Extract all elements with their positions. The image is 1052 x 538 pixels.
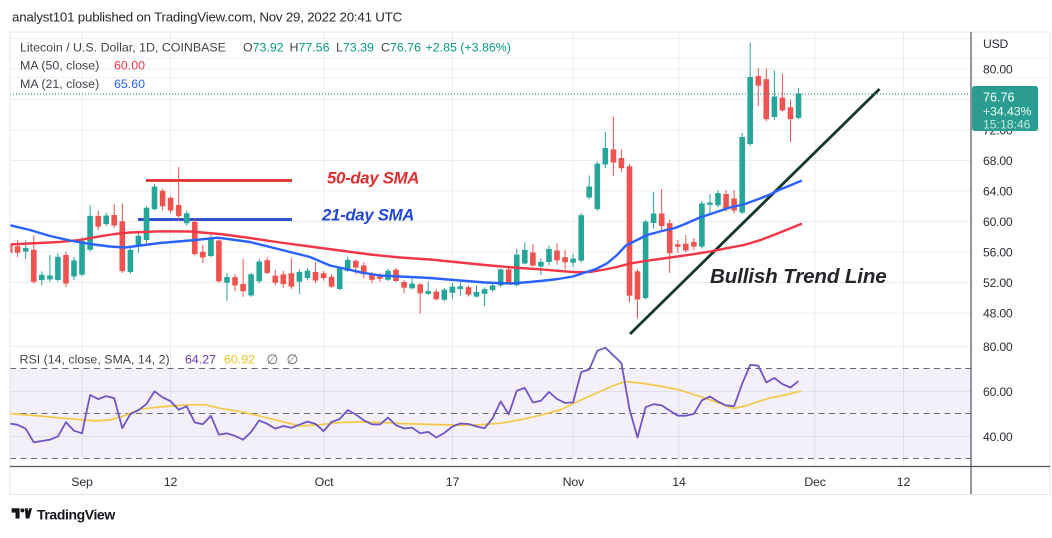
svg-text:21-day SMA: 21-day SMA bbox=[321, 206, 414, 225]
svg-text:+2.85 (+3.86%): +2.85 (+3.86%) bbox=[426, 41, 511, 55]
svg-text:12: 12 bbox=[897, 475, 911, 489]
svg-text:50-day SMA: 50-day SMA bbox=[327, 169, 419, 188]
svg-text:80.00: 80.00 bbox=[983, 340, 1013, 354]
svg-text:60.00: 60.00 bbox=[114, 59, 145, 73]
svg-text:MA (21, close): MA (21, close) bbox=[20, 77, 99, 91]
svg-text:MA (50, close): MA (50, close) bbox=[20, 59, 99, 73]
svg-text:40.00: 40.00 bbox=[983, 430, 1013, 444]
svg-text:+34.43%: +34.43% bbox=[983, 105, 1032, 119]
svg-text:∅: ∅ bbox=[267, 352, 279, 367]
svg-text:64.27: 64.27 bbox=[185, 353, 216, 367]
svg-text:TradingView: TradingView bbox=[37, 506, 115, 522]
svg-text:Sep: Sep bbox=[71, 475, 93, 489]
svg-text:17: 17 bbox=[446, 475, 460, 489]
svg-text:H77.56: H77.56 bbox=[290, 41, 330, 55]
svg-text:Dec: Dec bbox=[804, 475, 825, 489]
svg-text:RSI (14, close, SMA, 14, 2): RSI (14, close, SMA, 14, 2) bbox=[20, 353, 170, 367]
svg-text:Bullish Trend Line: Bullish Trend Line bbox=[710, 265, 887, 288]
svg-text:C76.76: C76.76 bbox=[381, 41, 421, 55]
svg-text:14: 14 bbox=[672, 475, 686, 489]
svg-text:60.92: 60.92 bbox=[224, 353, 255, 367]
svg-text:80.00: 80.00 bbox=[983, 62, 1013, 76]
svg-text:65.60: 65.60 bbox=[114, 77, 145, 91]
svg-text:76.76: 76.76 bbox=[983, 91, 1015, 105]
svg-text:64.00: 64.00 bbox=[983, 184, 1013, 198]
svg-text:Litecoin / U.S. Dollar, 1D, CO: Litecoin / U.S. Dollar, 1D, COINBASE bbox=[20, 41, 226, 55]
svg-text:∅: ∅ bbox=[287, 352, 299, 367]
svg-text:Oct: Oct bbox=[315, 475, 334, 489]
svg-text:Nov: Nov bbox=[563, 475, 585, 489]
svg-text:L73.39: L73.39 bbox=[336, 41, 374, 55]
svg-text:60.00: 60.00 bbox=[983, 385, 1013, 399]
svg-text:60.00: 60.00 bbox=[983, 215, 1013, 229]
svg-text:52.00: 52.00 bbox=[983, 276, 1013, 290]
svg-text:USD: USD bbox=[983, 37, 1009, 51]
svg-text:analyst101 published on Tradin: analyst101 published on TradingView.com,… bbox=[12, 10, 403, 25]
svg-text:48.00: 48.00 bbox=[983, 306, 1013, 320]
svg-text:12: 12 bbox=[164, 475, 178, 489]
svg-text:68.00: 68.00 bbox=[983, 154, 1013, 168]
svg-text:15:18:46: 15:18:46 bbox=[983, 118, 1031, 132]
svg-text:O73.92: O73.92 bbox=[243, 41, 284, 55]
svg-text:56.00: 56.00 bbox=[983, 245, 1013, 259]
